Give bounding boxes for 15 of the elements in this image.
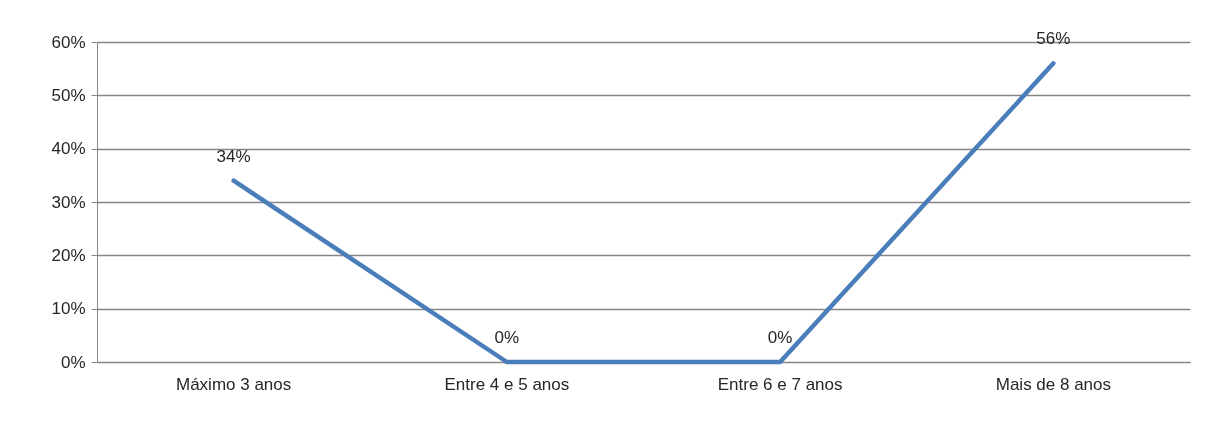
y-tick-label: 30% (51, 192, 86, 212)
data-label: 0% (767, 328, 793, 347)
x-tick-label: Máximo 3 anos (175, 374, 292, 394)
data-label: 0% (494, 328, 520, 347)
y-tick-label: 10% (51, 299, 86, 319)
y-tick-label: 20% (51, 245, 86, 265)
data-label: 56% (1036, 29, 1071, 49)
y-tick-label: 50% (51, 85, 86, 105)
y-tick-label: 0% (60, 352, 86, 372)
x-tick-label: Mais de 8 anos (995, 374, 1112, 394)
y-tick-label: 40% (51, 139, 86, 159)
y-tick-label: 60% (51, 32, 86, 52)
x-tick-label: Entre 4 e 5 anos (444, 374, 570, 394)
x-tick-label: Entre 6 e 7 anos (717, 374, 843, 394)
data-label: 34% (216, 146, 251, 166)
